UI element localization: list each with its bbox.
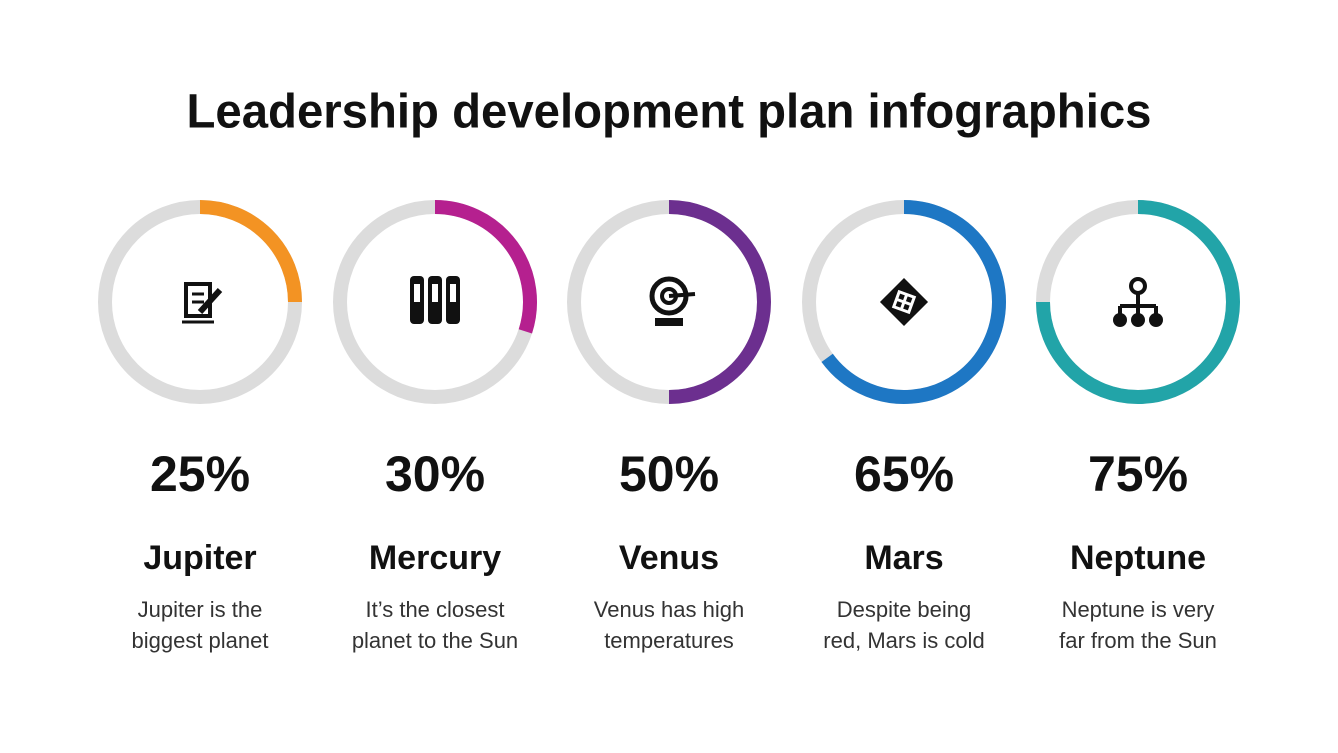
icon-part xyxy=(668,292,696,298)
item-name: Jupiter xyxy=(143,539,256,577)
item-description: Jupiter is the xyxy=(138,597,263,622)
item-description: red, Mars is cold xyxy=(823,628,984,653)
item-name: Neptune xyxy=(1070,539,1206,577)
icon-part xyxy=(197,287,223,315)
item-description: Neptune is very xyxy=(1062,597,1215,622)
item-description: biggest planet xyxy=(132,628,269,653)
percent-label: 25% xyxy=(150,446,250,502)
item-description: temperatures xyxy=(604,628,734,653)
icon-part xyxy=(432,284,438,302)
item-description: Venus has high xyxy=(594,597,744,622)
icon-part xyxy=(655,318,683,326)
item-description: planet to the Sun xyxy=(352,628,518,653)
icon-part xyxy=(891,289,917,315)
ring-arc xyxy=(199,200,302,303)
icon-part xyxy=(450,284,456,302)
item-description: It’s the closest xyxy=(366,597,505,622)
item-name: Mercury xyxy=(369,539,501,577)
icon xyxy=(649,276,696,326)
item-description: Despite being xyxy=(837,597,972,622)
icon-part xyxy=(184,282,212,318)
percent-label: 50% xyxy=(619,446,719,502)
percent-label: 65% xyxy=(854,446,954,502)
icon-part xyxy=(1149,313,1163,327)
icon-part xyxy=(414,284,420,302)
icon-part xyxy=(1131,313,1145,327)
icon xyxy=(879,277,929,327)
ring-arc xyxy=(668,200,771,404)
icon-part xyxy=(1113,313,1127,327)
item-name: Venus xyxy=(619,539,719,577)
percent-label: 75% xyxy=(1088,446,1188,502)
icon-part xyxy=(1129,277,1147,295)
icon-part xyxy=(1118,293,1158,314)
item-name: Mars xyxy=(864,539,943,577)
icon xyxy=(410,276,460,324)
icon xyxy=(182,282,223,324)
ring-arc xyxy=(434,200,537,334)
item-description: far from the Sun xyxy=(1059,628,1217,653)
title: Leadership development plan infographics xyxy=(187,86,1152,139)
icon xyxy=(1113,277,1163,327)
ring-arc xyxy=(821,200,1006,404)
percent-label: 30% xyxy=(385,446,485,502)
ring-arc xyxy=(1036,200,1240,404)
